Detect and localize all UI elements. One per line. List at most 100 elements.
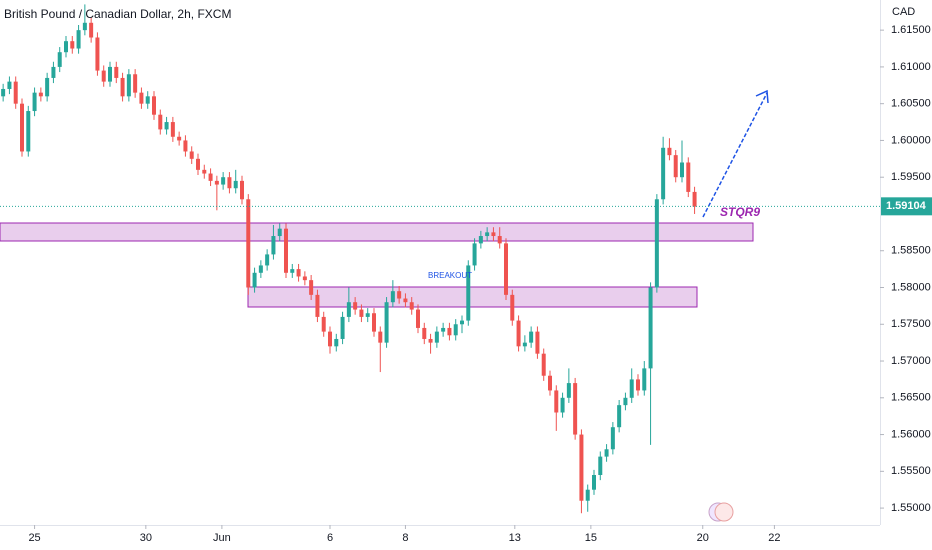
candle-body [592,475,596,490]
chart-title: British Pound / Canadian Dollar, 2h, FXC… [4,7,231,21]
candle-body [227,177,232,189]
y-tick-label: 1.55500 [891,465,931,477]
candle-body [76,30,81,49]
y-tick-label: 1.57500 [891,318,931,330]
candle-body [114,66,119,78]
candle-body [573,383,578,435]
candle-body [221,177,226,185]
candle-body [82,22,87,31]
candle-body [170,122,175,137]
candle-body [340,316,345,339]
candle-body [372,313,376,332]
candle-body [271,236,276,255]
breakout-zone [247,286,698,308]
candle-body [648,287,653,369]
flag-icon [714,502,734,522]
candle-body [642,368,647,391]
candle-body [390,291,395,303]
candle-body [504,243,508,295]
candle-body [64,41,68,53]
candle-body [164,122,169,130]
candle-body [510,294,515,321]
candle-body [353,302,358,310]
x-tick-label: Jun [213,532,231,544]
candle-body [45,77,50,97]
candle-body [334,338,339,347]
x-tick-label: 30 [140,532,152,544]
candle-body [434,331,439,343]
candle-body [246,199,251,288]
y-tick-label: 1.61500 [891,24,931,36]
x-tick-label: 25 [28,532,40,544]
candle-body [623,397,628,406]
candle-body [403,298,408,303]
candle-body [189,151,194,159]
candle-body [516,320,521,347]
x-tick-label: 13 [509,532,521,544]
candle-body [579,434,584,501]
candle-body [126,74,131,97]
candle-body [610,427,615,450]
candle-body [422,327,427,339]
y-tick-label: 1.60000 [891,134,931,146]
candle-body [667,147,672,156]
candle-body [133,74,138,93]
candle-body [441,327,446,332]
candle-body [309,280,314,295]
y-tick-label: 1.58500 [891,245,931,257]
y-tick-label: 1.60500 [891,98,931,110]
candle-body [101,70,106,82]
candle-body [26,111,31,152]
candle-body [32,92,37,112]
last-price-box [881,197,932,216]
candle-body [321,316,326,332]
x-tick-label: 22 [768,532,780,544]
candle-body [13,81,18,104]
candle-body [233,180,238,189]
candle-body [20,103,24,152]
x-tick-label: 15 [585,532,597,544]
y-tick-label: 1.55000 [891,502,931,514]
candle-body [485,232,490,237]
candle-body [258,265,263,273]
y-tick-label: 1.61000 [891,61,931,73]
candle-body [284,228,288,273]
candle-body [598,456,603,475]
candle-body [296,269,301,277]
candle-body [604,449,609,457]
candle-body [541,353,546,376]
last-price-label: 1.59104 [886,200,927,212]
candle-body [57,52,62,67]
candle-body [680,162,684,178]
candle-body [177,136,182,141]
candle-body [265,254,270,266]
candle-body [277,228,282,237]
candle-body [397,291,402,299]
candle-body [145,96,150,104]
arrow-head [755,89,769,104]
annotation: BREAKOUT [428,271,472,280]
candle-body [202,169,207,174]
candle-body [416,309,420,328]
candle-body [315,294,320,317]
candle-body [566,383,571,398]
candle-body [548,375,552,391]
candle-body [491,232,496,237]
candle-body [302,276,307,281]
candle-body [460,320,464,325]
candle-body [466,265,471,321]
y-tick-label: 1.56000 [891,428,931,440]
candle-body [7,81,12,89]
candle-body [108,66,112,82]
candle-body [378,331,383,343]
candle-body [51,66,56,78]
candle-body [196,158,200,170]
candle-body [617,405,622,428]
y-tick-label: 1.58000 [891,281,931,293]
candle-body [384,302,389,343]
resistance-zone [0,222,754,242]
candle-body [290,269,295,273]
x-tick-label: 20 [697,532,709,544]
